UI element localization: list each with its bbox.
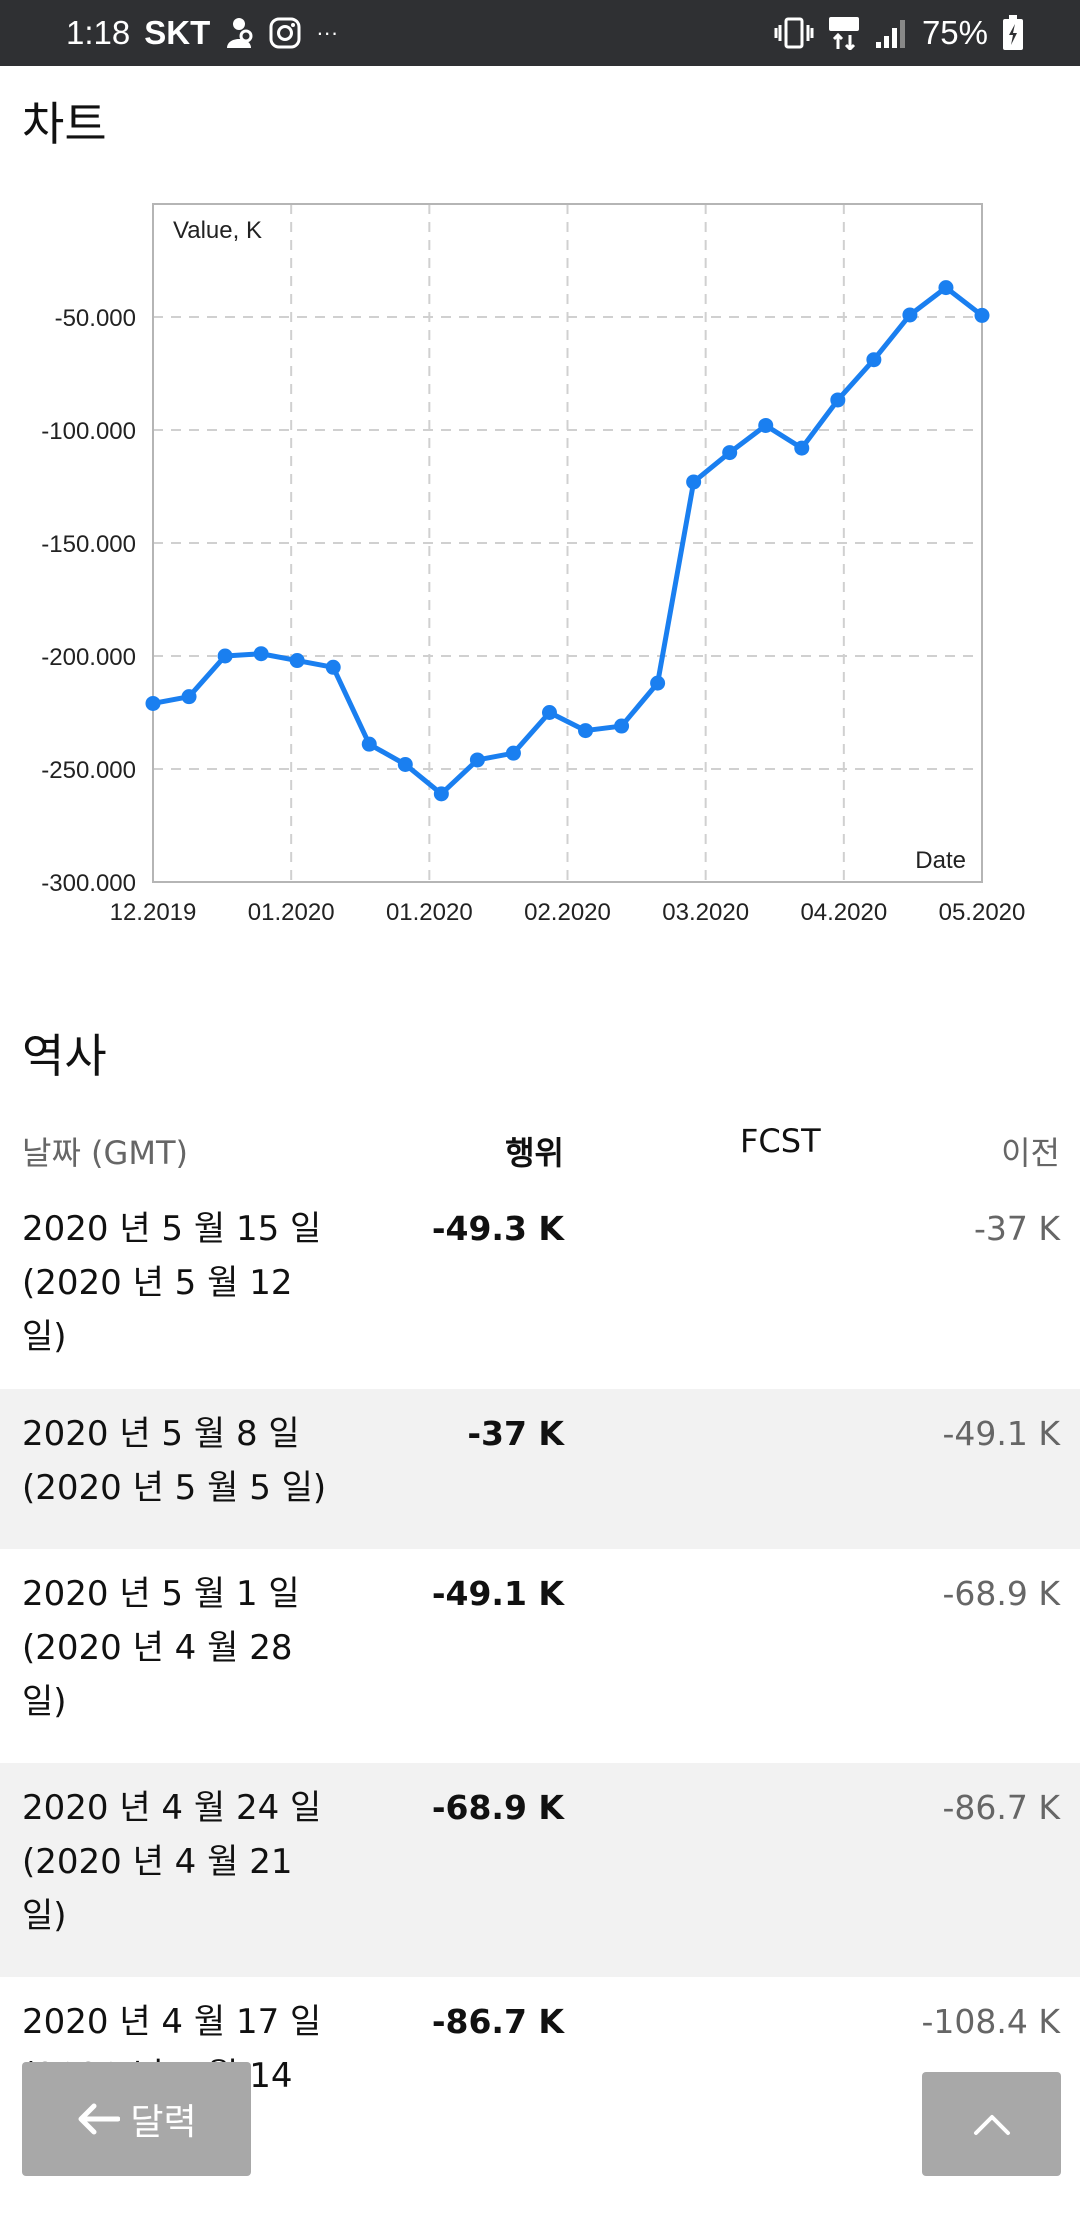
table-row[interactable]: 2020 년 5 월 15 일 (2020 년 5 월 12 일) -49.3 … <box>0 1184 1080 1389</box>
chart-container: -50.000 -100.000 -150.000 -200.000 -250.000 -… <box>0 180 1080 940</box>
y-tick-label: -100.000 <box>41 418 136 445</box>
battery-icon <box>1002 15 1024 51</box>
status-time: 1:18 <box>66 14 131 51</box>
history-table-header: 날짜 (GMT) 행위 FCST 이전 <box>0 1112 1080 1182</box>
column-header-forecast: FCST <box>740 1122 821 1160</box>
status-carrier: SKT <box>144 14 211 51</box>
row-previous: -68.9 K <box>942 1574 1060 1613</box>
instagram-icon <box>268 16 302 50</box>
x-tick-label: 02.2020 <box>524 899 611 926</box>
data-point[interactable] <box>397 756 413 772</box>
table-row[interactable]: 2020 년 5 월 1 일 (2020 년 4 월 28 일) -49.1 K… <box>0 1549 1080 1763</box>
x-tick-label: 01.2020 <box>386 899 473 926</box>
battery-text: 75% <box>921 14 988 51</box>
x-tick-label: 04.2020 <box>800 899 887 926</box>
table-row[interactable]: 2020 년 5 월 8 일 (2020 년 5 월 5 일) -37 K -4… <box>0 1389 1080 1549</box>
data-point[interactable] <box>650 675 666 691</box>
row-actual: -86.7 K <box>431 2002 564 2041</box>
calendar-back-label: 달력 <box>130 2102 197 2143</box>
series-layer <box>145 280 990 802</box>
data-point[interactable] <box>217 648 233 664</box>
data-point[interactable] <box>469 752 485 768</box>
arrow-left-icon <box>76 2102 121 2136</box>
y-axis-ticks: -50.000 -100.000 -150.000 -200.000 -250.000 -… <box>41 305 136 897</box>
status-bar: 1:18 SKT ··· <box>0 0 1080 66</box>
data-point[interactable] <box>145 695 161 711</box>
person-alert-icon <box>224 16 254 50</box>
x-tick-label: 01.2020 <box>248 899 335 926</box>
signal-icon <box>874 16 908 50</box>
row-previous: -49.1 K <box>942 1414 1060 1453</box>
data-point[interactable] <box>181 689 197 705</box>
chevron-up-icon <box>972 2112 1012 2136</box>
column-header-date: 날짜 (GMT) <box>22 1134 188 1172</box>
data-point[interactable] <box>902 307 918 323</box>
x-axis-ticks: 12.2019 01.2020 01.2020 02.2020 03.2020 04.20… <box>110 899 1026 926</box>
x-tick-label: 03.2020 <box>662 899 749 926</box>
row-date: 2020 년 5 월 8 일 (2020 년 5 월 5 일) <box>22 1414 327 1508</box>
row-actual: -49.3 K <box>431 1209 564 1248</box>
vibrate-icon <box>774 16 814 50</box>
plot-frame <box>152 203 983 883</box>
calendar-back-button[interactable]: 달력 <box>22 2062 251 2176</box>
y-tick-label: -200.000 <box>41 644 136 671</box>
data-point[interactable] <box>505 745 521 761</box>
x-axis-label: Date <box>915 847 966 874</box>
data-point[interactable] <box>289 653 305 669</box>
data-point[interactable] <box>794 440 810 456</box>
chart-section-title: 차트 <box>22 97 107 151</box>
data-point[interactable] <box>830 392 846 408</box>
x-tick-label: 05.2020 <box>939 899 1026 926</box>
column-header-actual: 행위 <box>505 1134 564 1172</box>
y-tick-label: -300.000 <box>41 870 136 897</box>
status-right: 75% <box>774 0 1024 66</box>
data-point[interactable] <box>253 646 269 662</box>
y-tick-label: -250.000 <box>41 757 136 784</box>
data-point[interactable] <box>614 718 630 734</box>
data-point[interactable] <box>758 417 774 433</box>
data-point[interactable] <box>325 659 341 675</box>
row-date: 2020 년 4 월 24 일 (2020 년 4 월 21 일) <box>22 1788 322 1936</box>
data-point[interactable] <box>866 352 882 368</box>
lte-icon <box>828 16 860 50</box>
data-point[interactable] <box>722 445 738 461</box>
y-axis-label: Value, K <box>173 217 262 244</box>
data-point[interactable] <box>686 474 702 490</box>
data-point[interactable] <box>974 307 990 323</box>
line-chart: -50.000 -100.000 -150.000 -200.000 -250.000 -… <box>41 203 1026 926</box>
more-dots-icon: ··· <box>316 20 339 45</box>
data-point[interactable] <box>541 705 557 720</box>
y-tick-label: -50.000 <box>55 305 136 332</box>
x-tick-label: 12.2019 <box>110 899 197 926</box>
scroll-top-button[interactable] <box>922 2072 1061 2176</box>
data-point[interactable] <box>433 786 449 802</box>
chart-grid <box>153 204 982 882</box>
data-point[interactable] <box>578 723 594 739</box>
row-actual: -37 K <box>467 1414 564 1453</box>
status-left: 1:18 SKT ··· <box>66 0 338 66</box>
column-header-previous: 이전 <box>1001 1134 1060 1172</box>
row-actual: -49.1 K <box>431 1574 564 1613</box>
row-actual: -68.9 K <box>431 1788 564 1827</box>
row-date: 2020 년 5 월 15 일 (2020 년 5 월 12 일) <box>22 1209 322 1357</box>
history-section-title: 역사 <box>22 1029 107 1083</box>
data-point[interactable] <box>938 280 954 296</box>
y-tick-label: -150.000 <box>41 531 136 558</box>
data-point[interactable] <box>361 736 377 752</box>
table-row[interactable]: 2020 년 4 월 24 일 (2020 년 4 월 21 일) -68.9 … <box>0 1763 1080 1977</box>
row-date: 2020 년 5 월 1 일 (2020 년 4 월 28 일) <box>22 1574 300 1722</box>
row-previous: -37 K <box>973 1209 1060 1248</box>
row-previous: -86.7 K <box>942 1788 1060 1827</box>
row-previous: -108.4 K <box>921 2002 1060 2041</box>
